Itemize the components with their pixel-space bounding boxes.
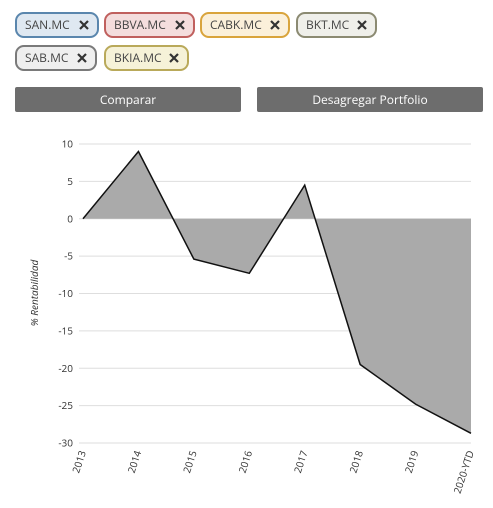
tag-remove[interactable] [169,53,179,63]
tag-remove[interactable] [79,20,89,30]
x-tick-label: 2020-YTD [450,449,477,496]
tag-remove[interactable] [270,20,280,30]
y-tick-label: -15 [58,323,73,337]
tag-remove[interactable] [175,20,185,30]
y-tick-label: 5 [67,174,73,188]
x-tick-label: 2017 [290,448,310,474]
tag-label: SAB.MC [25,49,69,66]
breakdown-button[interactable]: Desagregar Portfolio [257,87,483,112]
tag-label: CABK.MC [210,16,262,33]
tag[interactable]: BBVA.MC [104,12,195,38]
tag-remove[interactable] [77,53,87,63]
x-tick-label: 2019 [401,448,421,474]
x-tick-label: 2015 [179,448,199,474]
x-tick-label: 2016 [235,448,255,474]
tag-remove[interactable] [357,20,367,30]
tag[interactable]: BKT.MC [296,12,377,38]
tag[interactable]: SAB.MC [15,45,97,71]
x-tick-label: 2014 [124,448,144,474]
y-tick-label: 10 [62,137,74,151]
y-tick-label: -20 [58,361,73,375]
controls [0,0,493,125]
y-tick-label: -10 [58,286,73,300]
y-tick-label: -25 [58,398,73,412]
tag-label: BBVA.MC [114,16,166,33]
line [82,150,472,434]
tag-label: SAN.MC [25,16,70,33]
tag-label: BKT.MC [306,16,350,33]
y-axis-label: % Rentabilidad [27,260,41,327]
tag[interactable]: SAN.MC [15,12,99,38]
tag[interactable]: BKIA.MC [104,45,189,71]
y-tick-label: 0 [67,211,73,225]
tag[interactable]: CABK.MC [200,12,290,38]
tag-label: BKIA.MC [114,49,162,66]
y-tick-label: -30 [58,436,73,450]
area [83,151,471,434]
y-tick-label: -5 [64,249,73,263]
x-tick-label: 2018 [346,448,366,474]
x-tick-label: 2013 [68,448,88,474]
compare-button[interactable]: Comparar [15,87,241,112]
